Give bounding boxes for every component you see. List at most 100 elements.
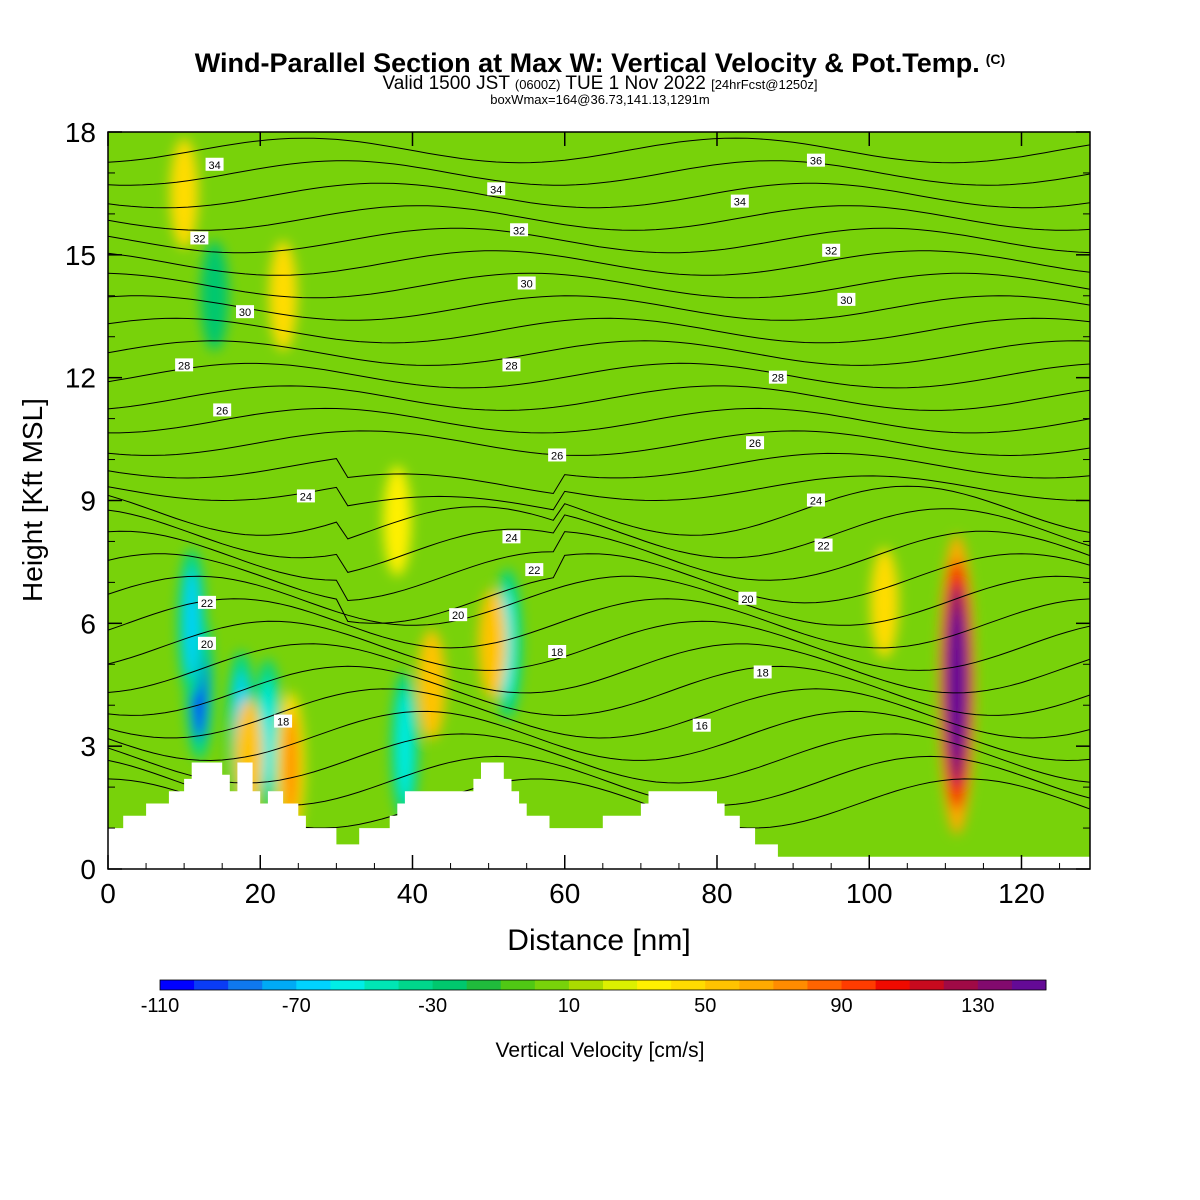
- theta-label-text: 34: [734, 197, 746, 209]
- theta-label-box: [746, 436, 765, 450]
- theta-label-text: 24: [300, 491, 312, 503]
- colorbar-swatch: [943, 980, 979, 990]
- theta-label-box: [806, 493, 825, 507]
- theta-label-text: 24: [505, 532, 517, 544]
- theta-label-text: 18: [757, 667, 769, 679]
- theta-label-box: [502, 358, 521, 372]
- theta-label: 28: [768, 370, 787, 385]
- colorbar-swatch: [398, 980, 434, 990]
- theta-label: 18: [753, 665, 772, 679]
- velocity-feature: [870, 547, 899, 658]
- theta-label: 16: [692, 718, 711, 733]
- theta-contour-line: [108, 205, 1090, 231]
- colorbar-swatch: [671, 980, 706, 990]
- theta-label-text: 26: [216, 405, 228, 417]
- theta-contour-line: [108, 430, 1090, 457]
- theta-contour-line: [108, 688, 1090, 739]
- x-tick-label: 0: [100, 878, 116, 909]
- theta-label-text: 18: [551, 647, 563, 659]
- theta-label-box: [502, 530, 521, 544]
- theta-label: 34: [205, 157, 224, 172]
- theta-label-box: [205, 157, 224, 171]
- chart-title: Wind-Parallel Section at Max W: Vertical…: [194, 48, 1006, 78]
- theta-contour-line: [108, 160, 1090, 186]
- theta-label-box: [510, 223, 529, 237]
- theta-label-text: 32: [193, 233, 205, 245]
- theta-contour-line: [108, 598, 1090, 649]
- theta-label-text: 30: [239, 307, 251, 319]
- theta-label-box: [738, 591, 757, 605]
- theta-contour-line: [108, 385, 1090, 411]
- theta-label-box: [814, 538, 833, 552]
- theta-contour-line: [108, 665, 1090, 717]
- theta-contours: [108, 137, 1090, 829]
- velocity-feature: [184, 568, 199, 679]
- theta-contour-line: [108, 407, 1090, 434]
- velocity-feature: [283, 711, 298, 822]
- theta-label-text: 20: [452, 610, 464, 622]
- theta-contour-line: [108, 272, 1090, 299]
- theta-label-text: 34: [490, 184, 502, 196]
- theta-label: 22: [197, 595, 216, 610]
- theta-label-text: 22: [528, 565, 540, 577]
- x-tick-label: 60: [549, 878, 580, 909]
- theta-label-text: 36: [810, 156, 822, 168]
- theta-label-box: [449, 608, 468, 622]
- y-tick-label: 18: [65, 117, 96, 148]
- colorbar-tick-label: -110: [141, 995, 180, 1017]
- colorbar-swatch: [1011, 980, 1047, 990]
- copyright-mark: (C): [985, 51, 1006, 67]
- theta-label: 30: [517, 276, 536, 290]
- theta-label-box: [213, 403, 232, 417]
- valid-utc: (0600Z): [514, 77, 561, 92]
- colorbar-tick-label: 50: [694, 995, 716, 1017]
- theta-contour-line: [108, 452, 1090, 495]
- theta-label-box: [197, 595, 216, 609]
- theta-label: 22: [814, 538, 833, 553]
- theta-label-text: 22: [201, 598, 213, 610]
- colorbar-swatch: [705, 980, 740, 990]
- theta-label: 24: [806, 493, 825, 508]
- theta-label-text: 32: [825, 246, 837, 258]
- colorbar-swatch: [841, 980, 877, 990]
- theta-contour-line: [108, 182, 1090, 209]
- theta-contour-line: [108, 575, 1090, 626]
- colorbar-tick-label: 10: [558, 995, 580, 1017]
- x-tick-label: 100: [846, 878, 893, 909]
- theta-contour-line: [108, 485, 1090, 540]
- theta-contour-line: [108, 643, 1090, 694]
- colorbar-swatch: [432, 980, 468, 990]
- velocity-feature: [383, 465, 412, 576]
- y-tick-label: 0: [80, 854, 96, 885]
- theta-label: 32: [510, 223, 529, 237]
- theta-contour-line: [108, 530, 1090, 602]
- y-tick-label: 9: [80, 486, 96, 517]
- theta-label-text: 32: [513, 225, 525, 237]
- colorbar-swatch: [875, 980, 911, 990]
- velocity-feature: [170, 138, 199, 249]
- colorbar-tick-label: -70: [282, 995, 311, 1017]
- theta-label-box: [548, 448, 567, 462]
- theta-contour-line: [108, 362, 1090, 389]
- theta-label-box: [175, 358, 194, 372]
- y-tick-label: 12: [65, 363, 96, 394]
- colorbar-swatch: [330, 980, 365, 990]
- y-axis-label: Height [Kft MSL]: [17, 398, 48, 602]
- theta-label-box: [487, 182, 506, 196]
- theta-label-text: 28: [772, 373, 784, 385]
- colorbar-swatch: [160, 980, 195, 990]
- y-tick-label: 15: [65, 240, 96, 271]
- x-tick-label: 40: [397, 878, 428, 909]
- velocity-feature: [200, 240, 229, 351]
- colorbar-swatch: [807, 980, 843, 990]
- colorbar-swatch: [603, 980, 638, 990]
- theta-label: 22: [525, 563, 544, 577]
- x-tick-label: 80: [701, 878, 732, 909]
- theta-label-box: [692, 718, 711, 732]
- theta-label: 26: [746, 436, 765, 450]
- theta-contour-line: [108, 620, 1090, 671]
- colorbar-label: Vertical Velocity [cm/s]: [496, 1039, 705, 1062]
- theta-label-box: [548, 644, 567, 658]
- theta-label-text: 16: [696, 721, 708, 733]
- theta-contour-line: [108, 340, 1090, 366]
